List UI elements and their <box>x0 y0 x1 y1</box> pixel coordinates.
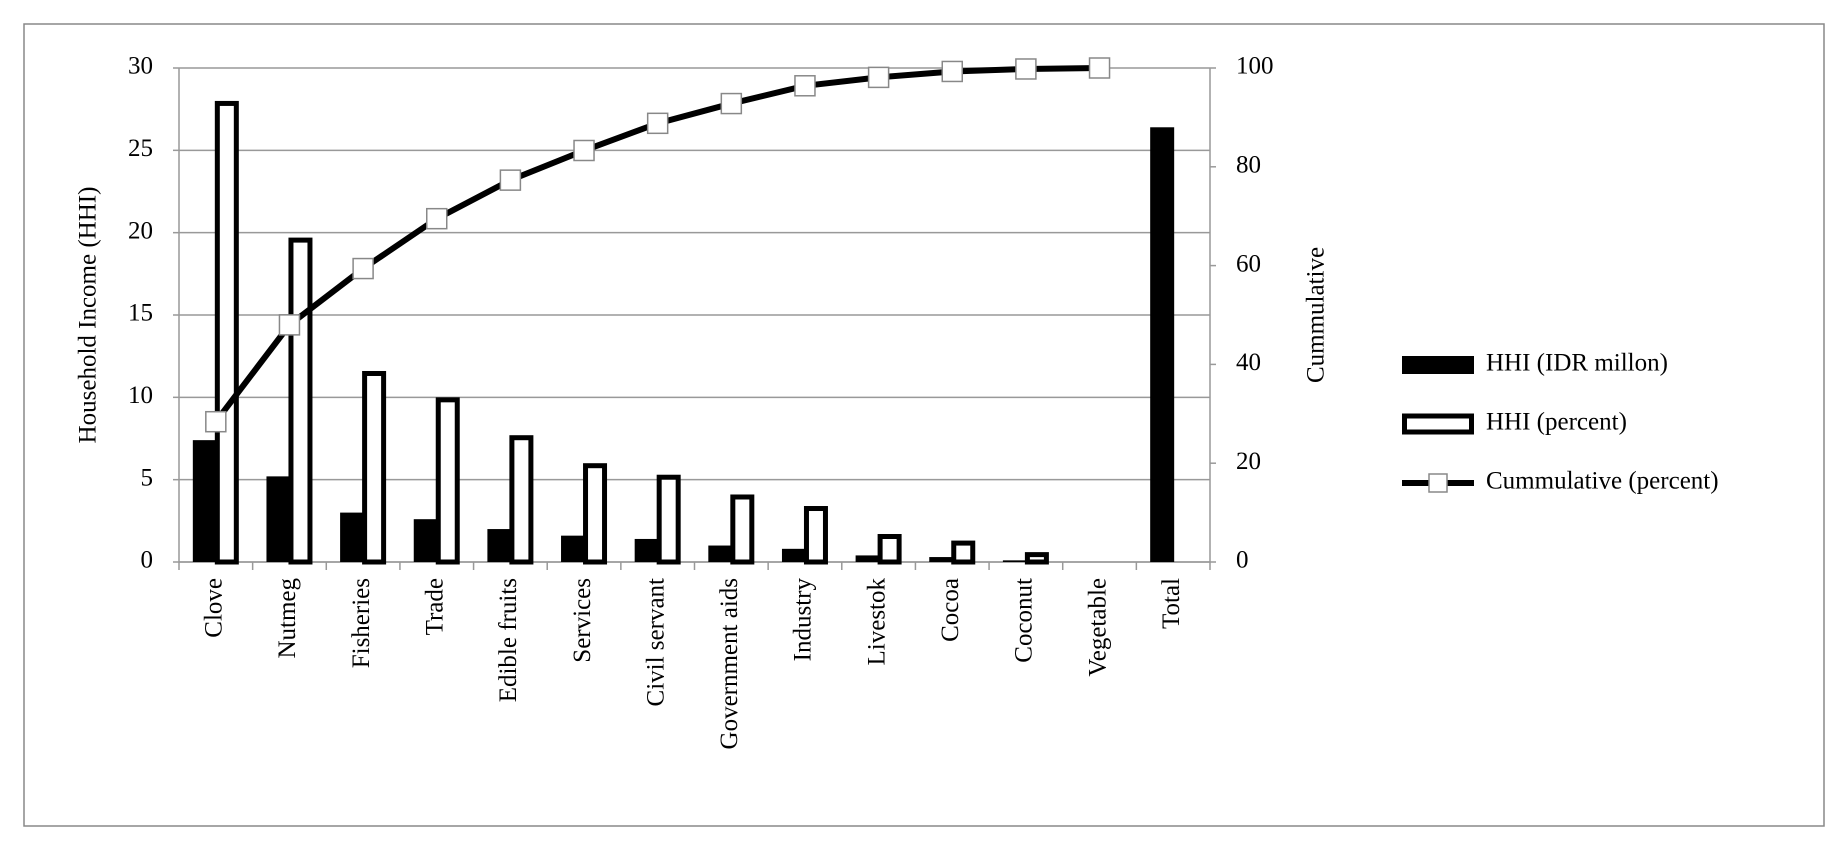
y-axis-title: Household Income (HHI) <box>75 187 102 444</box>
line-marker <box>646 112 669 135</box>
line-marker <box>352 257 374 280</box>
bar <box>288 237 313 565</box>
legend-label: Cummulative (percent) <box>1486 468 1719 495</box>
y-tick-label: 30 <box>128 53 153 80</box>
y-tick-label: 10 <box>128 382 153 409</box>
y2-tick-label: 20 <box>1236 448 1261 475</box>
x-tick-label: Edible fruits <box>495 578 522 702</box>
legend-swatch <box>1428 473 1448 493</box>
x-tick-label: Vegetable <box>1084 578 1111 677</box>
bar <box>929 557 954 562</box>
bar <box>487 529 512 562</box>
y2-tick-label: 0 <box>1236 547 1249 574</box>
x-tick-label: Cocoa <box>937 578 964 642</box>
x-tick-label: Livestok <box>863 578 890 666</box>
bar <box>214 100 239 565</box>
bar <box>583 463 608 565</box>
bar <box>708 545 733 562</box>
x-tick-label: Civil servant <box>642 578 669 707</box>
line-marker <box>867 66 890 89</box>
y-tick-label: 5 <box>141 464 154 491</box>
y2-tick-label: 80 <box>1236 152 1261 179</box>
line-marker <box>1088 57 1111 79</box>
bar <box>951 540 976 565</box>
legend-label: HHI (IDR millon) <box>1486 350 1668 377</box>
line-marker <box>941 60 963 83</box>
bar <box>340 512 365 562</box>
line-marker <box>278 314 301 336</box>
bar <box>656 474 681 565</box>
bar <box>855 555 880 562</box>
line-marker <box>573 139 595 162</box>
bar <box>266 476 291 562</box>
legend-label: HHI (percent) <box>1486 409 1627 436</box>
bar <box>413 519 438 562</box>
bar <box>1002 560 1027 562</box>
bar <box>362 370 387 565</box>
x-tick-label: Coconut <box>1011 578 1038 663</box>
line-marker <box>794 75 816 97</box>
bar <box>561 535 586 562</box>
line-marker <box>720 92 743 115</box>
y-tick-label: 25 <box>128 135 153 162</box>
x-tick-label: Total <box>1158 578 1185 629</box>
bar <box>781 548 806 562</box>
bar <box>634 538 659 562</box>
line-marker <box>426 207 448 230</box>
chart-frame <box>23 23 1825 827</box>
line-marker <box>499 169 522 191</box>
x-tick-label: Fisheries <box>348 578 375 668</box>
bar <box>435 397 460 565</box>
y2-axis-title: Cummulative <box>1303 247 1330 383</box>
y-tick-label: 0 <box>141 547 154 574</box>
legend-swatch <box>1402 413 1474 435</box>
x-tick-label: Government aids <box>716 578 743 749</box>
x-tick-label: Services <box>569 578 596 663</box>
y-tick-label: 15 <box>128 300 153 327</box>
line-marker <box>205 410 227 433</box>
legend-swatch <box>1402 356 1474 374</box>
bar <box>803 506 828 565</box>
bar <box>509 435 534 565</box>
y2-tick-label: 40 <box>1236 349 1261 376</box>
x-tick-label: Industry <box>790 578 817 662</box>
line-marker <box>1015 58 1037 80</box>
bar <box>1024 552 1049 565</box>
y2-tick-label: 60 <box>1236 250 1261 277</box>
bar <box>1150 127 1175 562</box>
y2-tick-label: 100 <box>1236 53 1274 80</box>
bar <box>192 440 217 562</box>
bar <box>730 494 755 565</box>
y-tick-label: 20 <box>128 217 153 244</box>
x-tick-label: Trade <box>421 578 448 635</box>
bar <box>877 534 902 565</box>
x-tick-label: Clove <box>201 578 228 638</box>
x-tick-label: Nutmeg <box>274 578 301 659</box>
